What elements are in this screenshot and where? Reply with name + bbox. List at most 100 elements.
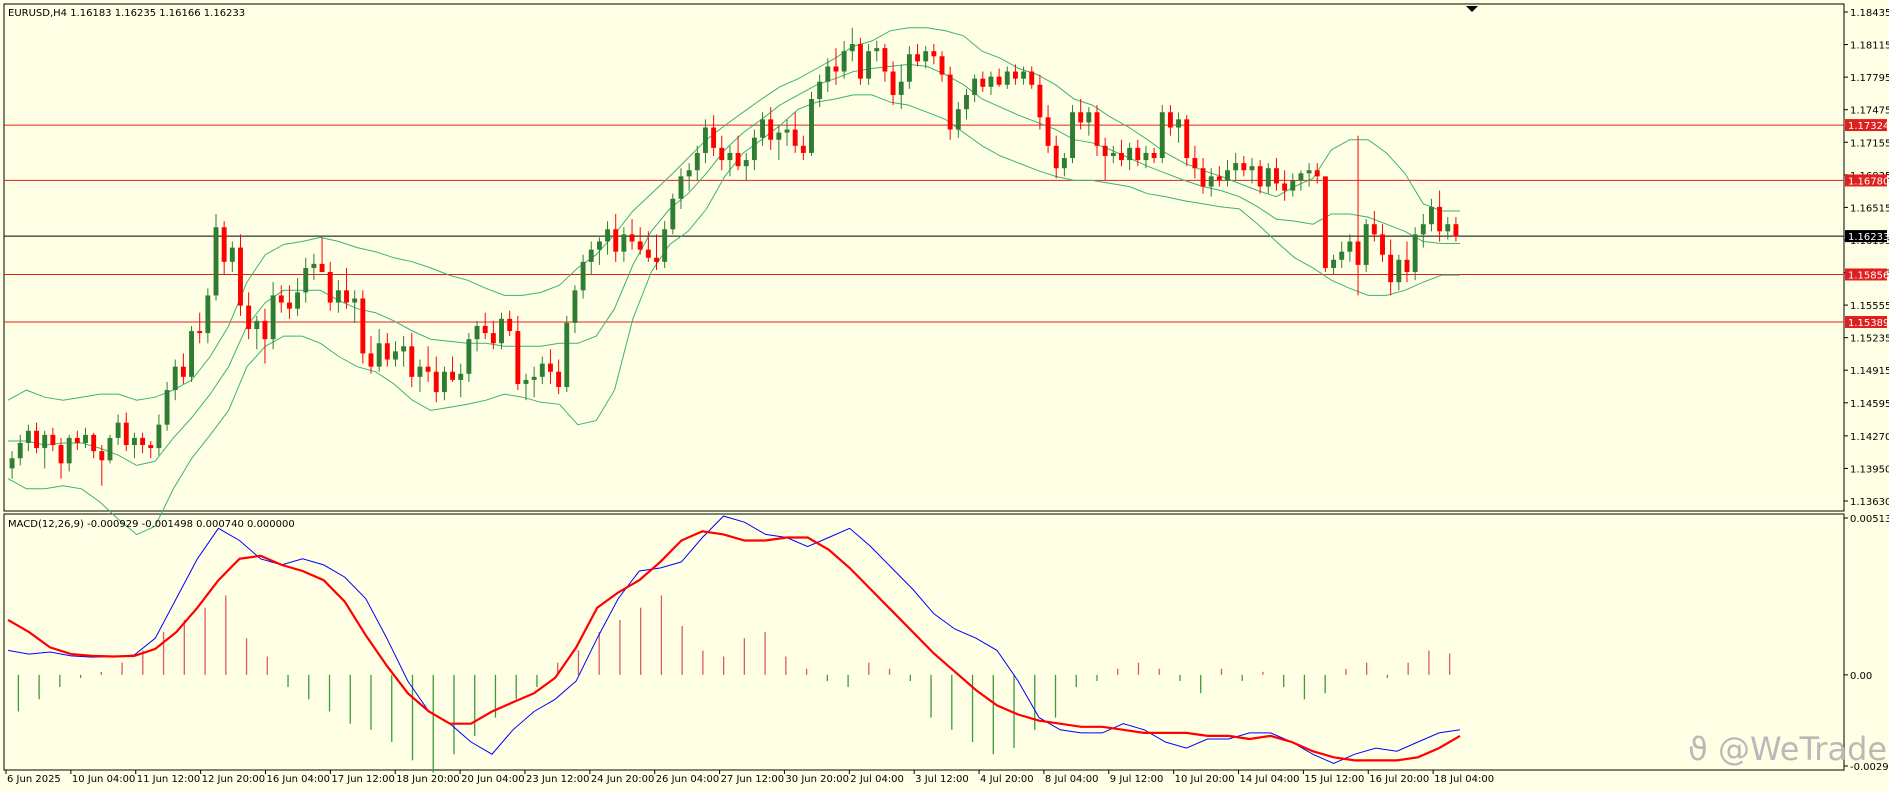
candle-body	[964, 94, 969, 110]
time-axis-label: 26 Jun 04:00	[656, 774, 720, 785]
time-axis-label: 8 Jul 04:00	[1045, 774, 1099, 785]
candle-body	[760, 119, 765, 138]
time-axis-label: 18 Jul 04:00	[1434, 774, 1494, 785]
candle-body	[1184, 119, 1190, 159]
candle-body	[596, 241, 602, 250]
candle-body	[711, 127, 717, 148]
candle-body	[172, 366, 178, 391]
price-axis-label: 1.14270	[1850, 432, 1889, 443]
candle-body	[572, 290, 578, 323]
candle-body	[1339, 251, 1345, 260]
price-pane[interactable]	[3, 3, 1845, 512]
macd-pane-header: MACD(12,26,9) -0.000929 -0.001498 0.0007…	[8, 519, 295, 530]
candle-body	[1233, 163, 1239, 171]
time-axis-label: 16 Jun 04:00	[266, 774, 330, 785]
candle-body	[817, 81, 823, 100]
candle-body	[131, 437, 137, 446]
candle-body	[1225, 170, 1230, 181]
candle-body	[694, 152, 700, 171]
price-axis-label: 1.17475	[1850, 106, 1889, 117]
candle-body	[784, 129, 790, 133]
time-axis-label: 18 Jun 20:00	[396, 774, 460, 785]
candle-body	[482, 325, 488, 334]
candle-body	[1404, 259, 1410, 273]
candle-body	[441, 371, 447, 393]
candle-body	[164, 390, 170, 425]
time-axis-label: 27 Jun 12:00	[721, 774, 785, 785]
candle-body	[931, 51, 937, 57]
candle-body	[1029, 71, 1035, 85]
candle-body	[1053, 145, 1059, 169]
candle-body	[1429, 206, 1434, 225]
candle-body	[1314, 170, 1320, 177]
candle-body	[66, 437, 72, 464]
candle-body	[368, 353, 374, 367]
candle-body	[906, 54, 912, 82]
candle-body	[1322, 176, 1328, 268]
candle-body	[1143, 152, 1149, 161]
candle-body	[588, 249, 594, 262]
candle-body	[34, 430, 39, 449]
candle-body	[923, 51, 929, 62]
candle-body	[409, 346, 415, 377]
candle-body	[841, 51, 847, 72]
time-axis-label: 30 Jun 20:00	[785, 774, 849, 785]
candle-body	[1167, 112, 1173, 128]
candle-body	[947, 74, 953, 130]
candle-body	[458, 373, 464, 380]
candle-body	[1445, 224, 1451, 232]
candle-body	[939, 56, 945, 75]
price-axis-label: 1.17795	[1850, 73, 1889, 84]
candle-body	[123, 422, 129, 446]
candle-body	[727, 152, 733, 161]
price-axis-label: 1.15555	[1850, 301, 1889, 312]
level-price-tag-label: 1.16780	[1848, 176, 1889, 187]
current-price-tag-label: 1.16233	[1848, 232, 1889, 243]
level-price-tag-label: 1.15389	[1848, 318, 1889, 329]
candle-body	[180, 366, 186, 377]
candle-body	[1045, 117, 1051, 146]
candle-body	[662, 229, 668, 262]
level-price-tag	[1845, 268, 1887, 281]
candle-body	[800, 145, 806, 153]
bollinger-lower-band	[7, 94, 1460, 536]
watermark: ϑ @WeTrade	[1688, 730, 1887, 768]
candle-body	[197, 331, 203, 334]
time-axis-label: 15 Jul 12:00	[1304, 774, 1364, 785]
candle-body	[1078, 112, 1084, 123]
candle-body	[50, 434, 56, 446]
candle-body	[156, 424, 162, 449]
level-price-tag	[1845, 119, 1887, 132]
price-axis-label: 1.14595	[1850, 399, 1889, 410]
macd-line	[7, 515, 1461, 764]
candle-body	[809, 99, 814, 153]
candle-body	[1257, 166, 1263, 187]
candle-body	[1265, 168, 1271, 187]
level-price-tag	[1845, 174, 1887, 187]
candle-body	[499, 318, 504, 344]
candle-body	[238, 247, 243, 306]
time-axis-label: 6 Jun 2025	[7, 774, 61, 785]
level-price-tag	[1845, 315, 1887, 328]
candle-body	[1086, 112, 1092, 123]
candle-body	[874, 48, 880, 52]
candle-body	[344, 290, 349, 303]
wetrade-logo-icon: ϑ	[1688, 730, 1708, 768]
candle-body	[613, 229, 619, 252]
candle-body	[221, 227, 227, 262]
candle-body	[278, 295, 284, 303]
candle-body	[1216, 176, 1222, 181]
candle-body	[882, 48, 888, 72]
candle-body	[1363, 224, 1369, 265]
candle-body	[531, 376, 537, 380]
candle-body	[654, 257, 659, 262]
candle-body	[466, 339, 472, 374]
candle-body	[384, 343, 390, 360]
candle-body	[972, 78, 978, 95]
candle-body	[1282, 183, 1288, 191]
price-axis-label: 1.17155	[1850, 138, 1889, 149]
candle-body	[254, 320, 260, 330]
level-price-tag-label: 1.15856	[1848, 270, 1889, 281]
candle-body	[703, 127, 708, 153]
